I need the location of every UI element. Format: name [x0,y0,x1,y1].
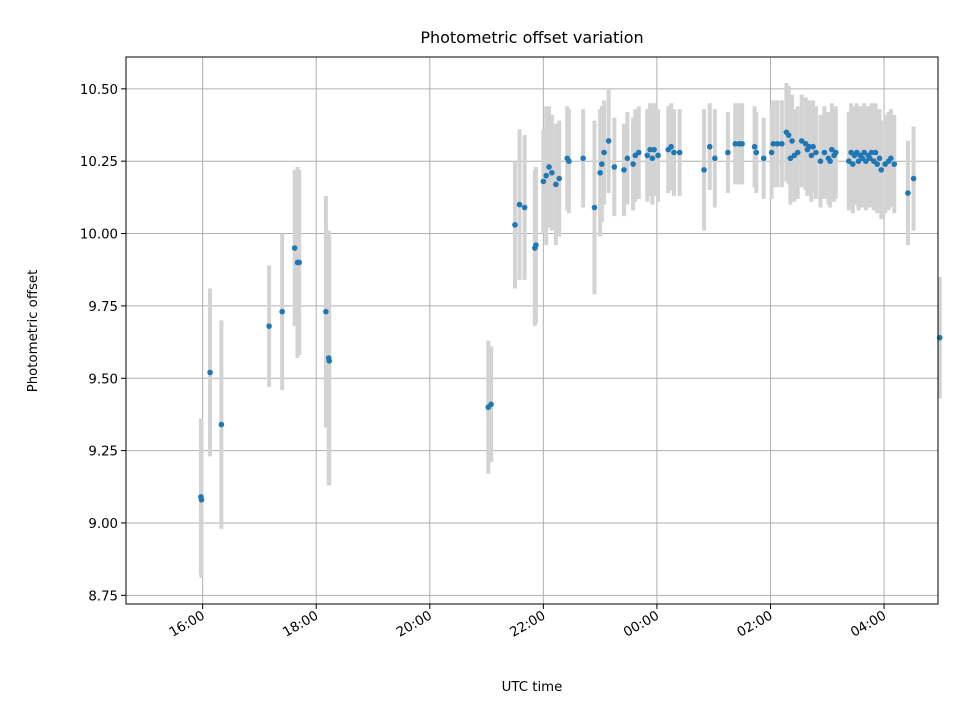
data-point [279,308,285,315]
data-point [712,155,718,162]
data-point [861,149,867,156]
data-point [874,161,881,167]
data-point [488,401,494,408]
data-point [846,158,852,164]
data-point [813,149,819,156]
data-point [751,143,758,150]
plot-frame [125,56,939,605]
data-point [649,155,656,162]
data-point [218,421,225,428]
data-point [850,161,856,167]
data-point [291,245,298,251]
data-point [549,169,555,176]
data-point [566,158,572,164]
data-point [591,204,598,211]
y-tick-label: 9.25 [88,445,118,460]
data-point [635,149,642,156]
data-point [753,149,760,156]
y-axis-ticks: 8.75 9.00 9.25 9.50 9.75 10.00 10.25 10.50 [80,83,126,604]
data-point [605,138,612,144]
data-point [810,143,816,150]
data-point [863,158,869,164]
y-axis-label: Photometric offset [26,270,41,393]
data-point [785,132,792,138]
data-point [872,149,879,156]
y-tick-label: 9.75 [88,300,118,315]
data-point [891,161,898,167]
data-point [829,146,835,153]
data-point [787,155,794,162]
data-point [624,155,631,162]
data-point [540,178,547,185]
data-point [597,169,603,176]
data-point [770,141,777,147]
data-point [668,143,674,150]
data-point [779,141,785,147]
data-point [580,155,586,162]
data-point [655,152,661,159]
data-point [808,152,815,159]
data-point [794,149,801,156]
y-tick-label: 10.00 [80,228,118,243]
data-point [888,155,894,162]
data-point [553,181,559,188]
data-point [905,190,911,196]
data-point [732,141,739,147]
data-point [671,149,677,156]
data-point [326,358,333,364]
data-point [647,146,653,153]
data-point [323,308,329,315]
data-points [198,129,943,503]
data-point [876,155,883,162]
data-point [817,158,824,164]
data-point [266,323,272,329]
data-point [827,158,833,164]
data-point [739,141,745,147]
x-axis-label: UTC time [502,680,563,695]
data-point [798,138,805,144]
data-point [651,146,657,153]
data-point [806,143,812,150]
data-point [821,149,828,156]
data-point [198,497,205,503]
data-point [868,149,875,156]
data-point [774,141,781,147]
data-point [706,143,713,150]
data-point [725,149,731,156]
data-point [611,164,618,170]
data-point [546,164,552,170]
y-tick-label: 9.50 [88,372,118,387]
data-point [207,369,213,376]
data-point [521,204,528,211]
grid [126,57,938,604]
data-point [543,172,549,179]
y-tick-label: 10.25 [80,155,118,170]
data-point [867,155,873,162]
data-point [768,149,775,156]
data-point [599,161,605,167]
data-point [878,167,885,173]
data-point [601,149,607,156]
data-point [910,175,917,182]
data-point [676,149,683,156]
data-point [516,201,523,208]
data-point [789,138,795,144]
y-tick-label: 10.50 [80,83,118,98]
data-point [533,242,539,248]
data-point [832,149,839,156]
data-point [621,167,627,173]
data-point [644,152,651,159]
data-point [512,222,518,228]
chart-title: Photometric offset variation [420,28,643,47]
data-point [296,259,302,266]
data-point [760,155,767,162]
data-point [630,161,636,167]
y-tick-label: 8.75 [88,589,118,604]
y-tick-label: 9.00 [88,517,118,532]
data-point [855,158,862,164]
data-point [556,175,563,182]
data-point [701,167,707,173]
